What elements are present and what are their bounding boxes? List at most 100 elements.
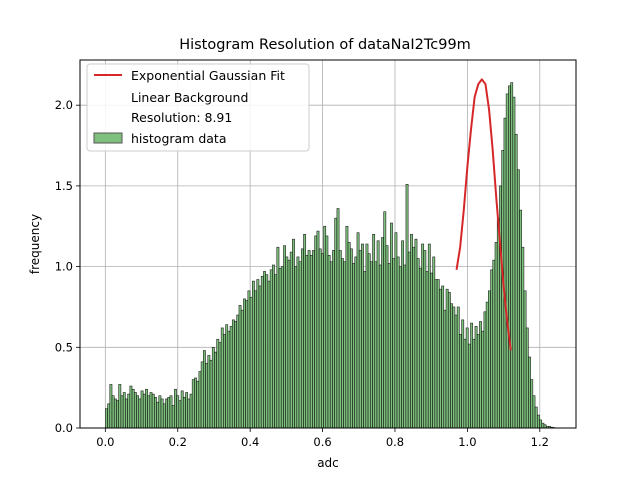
histogram-bar bbox=[334, 217, 338, 429]
histogram-bar bbox=[474, 326, 478, 429]
histogram-bar bbox=[251, 280, 255, 429]
histogram-bar bbox=[349, 248, 353, 429]
histogram-bar bbox=[303, 234, 307, 429]
x-axis-ticks: 0.0 0.2 0.4 0.6 0.8 1.0 1.2 bbox=[96, 428, 549, 449]
histogram-bar bbox=[414, 238, 418, 429]
histogram-bar bbox=[127, 393, 131, 429]
histogram-bar bbox=[158, 395, 162, 429]
histogram-bar bbox=[111, 395, 115, 429]
x-tick-label: 0.4 bbox=[241, 435, 259, 449]
histogram-bar bbox=[376, 240, 380, 429]
histogram-bar bbox=[200, 361, 204, 429]
fit-curve-layer bbox=[455, 78, 512, 351]
histogram-bar bbox=[207, 355, 211, 429]
histogram-bar bbox=[343, 261, 347, 429]
histogram-bar bbox=[276, 246, 280, 429]
histogram-bar bbox=[454, 314, 458, 429]
histogram-bar bbox=[483, 311, 487, 429]
histogram-bar bbox=[523, 290, 527, 429]
histogram-bar bbox=[283, 245, 286, 429]
legend-entry-fit: Exponential Gaussian Fit bbox=[131, 68, 285, 83]
histogram-bar bbox=[142, 393, 146, 429]
histogram-bar bbox=[412, 246, 416, 429]
histogram-bar bbox=[154, 397, 157, 429]
histogram-bar bbox=[363, 271, 367, 429]
histogram-bar bbox=[214, 351, 217, 429]
histogram-bar bbox=[470, 322, 474, 429]
legend-entry-resolution: Resolution: 8.91 bbox=[131, 110, 232, 125]
histogram-bar bbox=[125, 398, 128, 429]
histogram-bar bbox=[269, 269, 273, 429]
histogram-bar bbox=[247, 290, 251, 429]
histogram-bar bbox=[485, 301, 489, 429]
x-tick-label: 0.0 bbox=[96, 435, 114, 449]
histogram-bar bbox=[387, 263, 391, 429]
histogram-bar bbox=[296, 256, 300, 429]
histogram-bar bbox=[176, 395, 180, 429]
histogram-bar bbox=[185, 392, 189, 429]
histogram-bar bbox=[374, 261, 378, 429]
histogram-bar bbox=[209, 359, 213, 429]
y-axis-ticks: 0.0 0.5 1.0 1.5 2.0 bbox=[55, 98, 80, 435]
histogram-bar bbox=[536, 414, 540, 429]
histogram-bar bbox=[378, 264, 382, 429]
histogram-bar bbox=[403, 264, 407, 429]
histogram-bars bbox=[105, 82, 556, 429]
histogram-bar bbox=[510, 82, 514, 429]
histogram-bar bbox=[107, 403, 111, 429]
histogram-bar bbox=[496, 217, 500, 429]
histogram-bar bbox=[254, 290, 258, 429]
histogram-bar bbox=[494, 242, 498, 429]
histogram-bar bbox=[131, 388, 135, 429]
histogram-bar bbox=[398, 266, 402, 429]
histogram-bar bbox=[459, 334, 462, 429]
histogram-bar bbox=[394, 232, 398, 429]
histogram-bar bbox=[138, 398, 142, 429]
histogram-bar bbox=[336, 208, 340, 429]
histogram-bar bbox=[182, 397, 186, 429]
x-tick-label: 1.0 bbox=[458, 435, 476, 449]
histogram-bar bbox=[307, 250, 311, 429]
plot-frame bbox=[79, 59, 577, 429]
y-tick-label: 1.0 bbox=[55, 260, 73, 274]
histogram-bar bbox=[180, 390, 184, 429]
histogram-bar bbox=[472, 338, 476, 429]
histogram-bar bbox=[109, 384, 113, 429]
histogram-bar bbox=[120, 395, 124, 429]
histogram-bar bbox=[191, 379, 195, 429]
histogram-bar bbox=[352, 263, 356, 429]
histogram-bar bbox=[167, 397, 171, 429]
histogram-bar bbox=[325, 235, 329, 429]
histogram-bar bbox=[530, 379, 534, 429]
histogram-bar bbox=[300, 248, 304, 429]
histogram-bar bbox=[189, 393, 193, 429]
histogram-bar bbox=[461, 319, 465, 429]
exponential-gaussian-fit-line bbox=[455, 78, 512, 351]
chart-title: Histogram Resolution of dataNaI2Tc99m bbox=[179, 37, 471, 53]
histogram-bar bbox=[407, 251, 411, 429]
histogram-bar bbox=[314, 235, 318, 429]
histogram-bar bbox=[298, 261, 302, 429]
histogram-bar bbox=[488, 290, 491, 429]
legend-box bbox=[86, 63, 310, 152]
histogram-bar bbox=[390, 222, 393, 429]
histogram-bar bbox=[423, 250, 427, 429]
histogram-bar bbox=[443, 309, 447, 429]
histogram-bar bbox=[133, 392, 137, 429]
histogram-bar bbox=[465, 327, 469, 429]
histogram-bar bbox=[456, 306, 460, 429]
legend-entry-histogram: histogram data bbox=[131, 131, 227, 146]
histogram-bar bbox=[427, 243, 431, 429]
histogram-bar bbox=[321, 253, 324, 429]
histogram-bar bbox=[312, 250, 315, 429]
histogram-bar bbox=[116, 400, 120, 429]
histogram-bar bbox=[187, 398, 191, 429]
histogram-bar bbox=[356, 232, 360, 429]
histogram-bar bbox=[272, 264, 275, 429]
histogram-bar bbox=[194, 377, 197, 429]
histogram-bar bbox=[256, 279, 260, 429]
x-tick-label: 1.2 bbox=[531, 435, 549, 449]
histogram-bar bbox=[265, 274, 269, 429]
histogram-bar bbox=[218, 342, 222, 429]
histogram-bar bbox=[156, 401, 160, 429]
